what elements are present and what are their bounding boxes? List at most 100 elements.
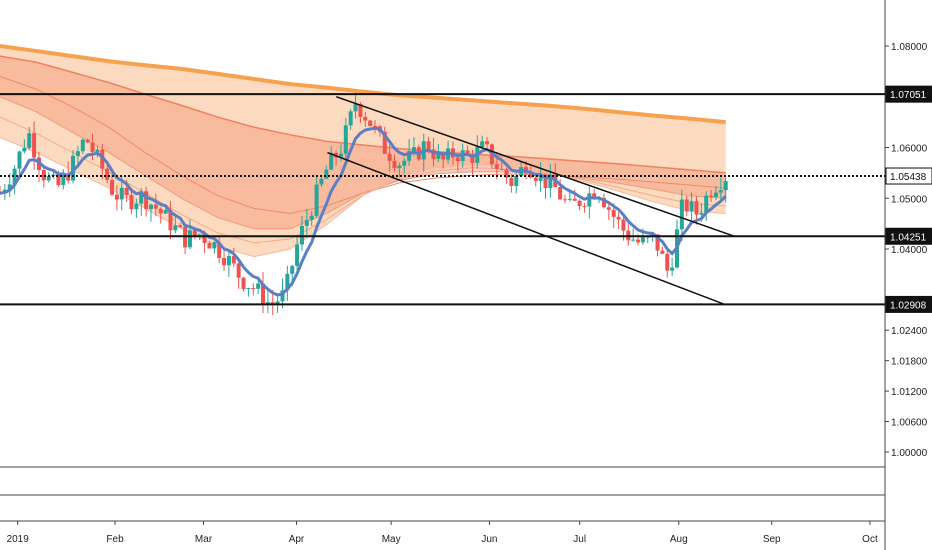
candle-body [368, 120, 373, 126]
candle-body [173, 225, 178, 231]
grid [0, 0, 886, 550]
x-tick-label: Jun [481, 534, 497, 545]
candle-body [572, 198, 577, 201]
candle-body [41, 169, 46, 181]
candle-body [665, 253, 670, 271]
x-tick-label: Aug [670, 534, 688, 545]
candle-body [90, 142, 95, 152]
candle-body [314, 184, 319, 216]
candle-body [251, 288, 256, 290]
candle-body [124, 187, 129, 195]
horizontal-levels[interactable] [0, 93, 885, 306]
candle-body [85, 139, 90, 143]
candle-body [231, 256, 236, 264]
candle-body [494, 164, 499, 170]
candle-body [631, 239, 636, 241]
candle-body [562, 199, 567, 201]
candle-body [480, 141, 485, 147]
candle-body [723, 181, 728, 191]
candle-body [80, 139, 85, 152]
candle-body [144, 191, 149, 210]
candle-body [699, 212, 704, 215]
candle-body [470, 154, 475, 163]
candle-body [129, 194, 134, 210]
candle-body [582, 206, 587, 208]
candle-body [139, 191, 144, 204]
candle-body [407, 151, 412, 161]
candle-body [241, 277, 246, 290]
candle-body [207, 243, 212, 249]
candle-body [338, 153, 343, 158]
candle-body [684, 199, 689, 212]
candle-body [397, 165, 402, 169]
candle-body [533, 177, 538, 181]
candle-body [153, 204, 158, 209]
price-tag-bg [885, 227, 932, 245]
candle-body [587, 193, 592, 207]
candle-body [592, 193, 597, 199]
price-tag-bg [885, 295, 932, 313]
candle-body [324, 169, 329, 179]
candle-body [275, 301, 280, 304]
candle-body [56, 174, 61, 185]
candle-body [7, 184, 12, 190]
fan-line-1 [0, 55, 726, 174]
candle-body [71, 155, 76, 181]
candle-body [299, 225, 304, 245]
price-tag-label: 1.04251 [890, 232, 927, 243]
price-tag-0: 1.07051 [885, 85, 932, 103]
price-tag-3: 1.02908 [885, 295, 932, 313]
trend-line-1[interactable] [327, 151, 726, 306]
candle-body [75, 151, 80, 156]
candle-body [655, 234, 660, 251]
trend-line-0[interactable] [336, 96, 735, 238]
candle-body [280, 290, 285, 302]
candle-body [61, 173, 66, 185]
candle-body [373, 125, 378, 127]
fan-fill-inner [0, 56, 726, 229]
candle-body [217, 242, 222, 258]
candle-body [148, 204, 153, 210]
candle-body [679, 199, 684, 230]
time-axis[interactable]: 2019 Feb Mar Apr May Jun Jul Aug Sep Oct [7, 521, 878, 545]
candle-body [304, 219, 309, 226]
y-tick-label: 1.02400 [891, 326, 928, 337]
x-tick-label: Sep [763, 534, 781, 545]
candle-body [465, 150, 470, 155]
price-tag-1: 1.05438 [885, 167, 932, 185]
x-tick-label: Oct [862, 534, 878, 545]
candle-body [538, 174, 543, 181]
price-tag-2: 1.04251 [885, 227, 932, 245]
candle-body [178, 225, 183, 228]
trend-lines[interactable] [327, 96, 735, 306]
candle-body [17, 151, 22, 169]
candle-body [236, 263, 241, 278]
candle-body [353, 104, 358, 112]
candle-body [134, 203, 139, 210]
candle-body [358, 104, 363, 117]
candle-body [548, 174, 553, 189]
candle-body [192, 230, 197, 236]
price-tag-label: 1.07051 [890, 90, 927, 101]
candle-body [411, 147, 416, 152]
candle-body [704, 195, 709, 213]
y-tick-label: 1.01800 [891, 357, 928, 368]
candle-body [105, 168, 110, 180]
x-tick-label: Apr [289, 534, 305, 545]
fan-line-3 [0, 96, 726, 230]
fast-ema-line [0, 126, 727, 297]
candle-body [660, 250, 665, 254]
fan-line-0 [0, 44, 726, 125]
candle-body [616, 216, 621, 220]
candle-body [601, 197, 606, 208]
candle-body [441, 152, 446, 160]
x-tick-label: May [382, 534, 401, 545]
price-axis[interactable]: 1.07051 1.05438 1.04251 1.02908 1.08000 1.060… [885, 42, 932, 459]
candle-body [387, 153, 392, 161]
candle-body [611, 209, 616, 217]
candle-body [212, 242, 217, 249]
y-tick-label: 1.05000 [891, 194, 928, 205]
candle-body [455, 157, 460, 162]
candle-body [226, 256, 231, 266]
